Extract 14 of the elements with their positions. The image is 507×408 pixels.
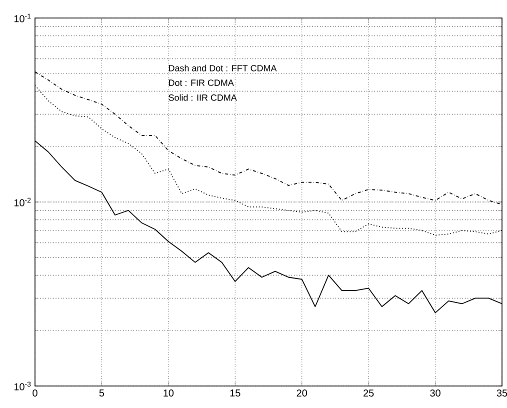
x-tick-label: 10 (164, 390, 174, 397)
x-tick-label: 15 (230, 390, 240, 396)
annotation: Dot : FIR CDMA (169, 80, 234, 86)
annotation: Dash and Dot : FFT CDMA (169, 64, 277, 72)
x-tick-label: 25 (364, 390, 374, 397)
x-tick-label: 35 (496, 390, 507, 397)
x-tick-label: 30 (430, 390, 440, 397)
x-tick-label: 0 (32, 390, 38, 397)
x-tick-label: 5 (99, 390, 104, 396)
annotation: Solid : IIR CDMA (168, 94, 237, 101)
y-tick-label: 10$^{-1}$ (14, 14, 31, 22)
x-tick-label: 20 (296, 390, 308, 397)
y-tick-label: 10$^{-3}$ (14, 382, 31, 390)
y-tick-label: 10$^{-2}$ (14, 198, 31, 206)
